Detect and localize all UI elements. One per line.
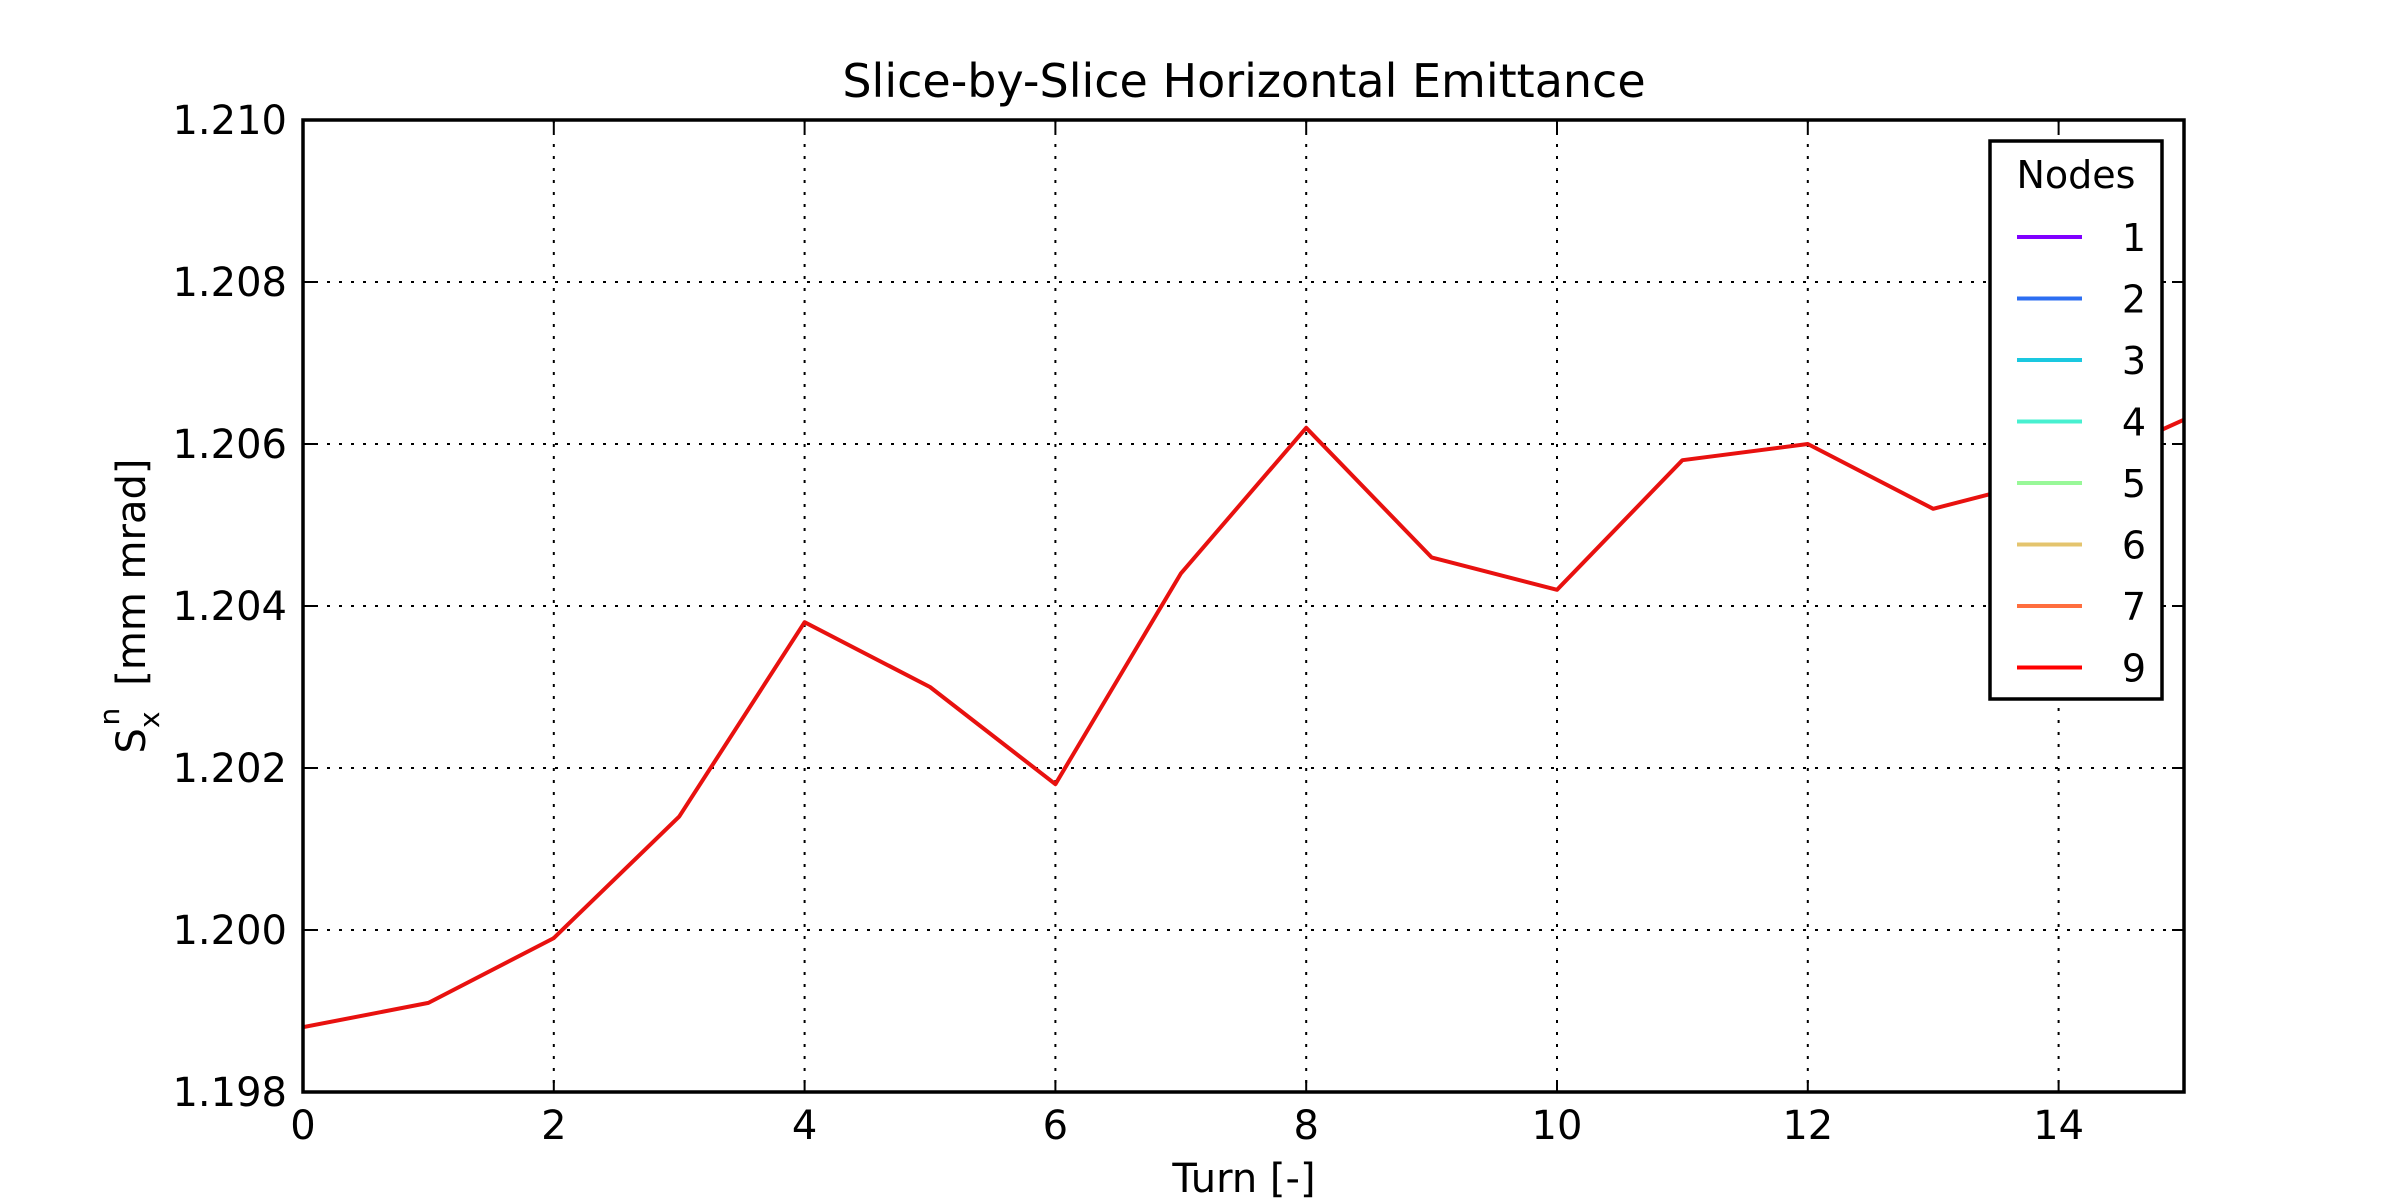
y-tick-label: 1.206 bbox=[172, 422, 287, 468]
y-tick-label: 1.200 bbox=[172, 908, 287, 954]
series-layer bbox=[303, 417, 2184, 1030]
y-tick-label: 1.204 bbox=[172, 584, 287, 630]
legend-label-node-9: 9 bbox=[2122, 647, 2146, 691]
legend-label-node-4: 4 bbox=[2122, 401, 2146, 445]
x-tick-labels: 0 2 4 6 8 10 12 14 bbox=[290, 1103, 2084, 1149]
legend-label-node-5: 5 bbox=[2122, 462, 2146, 506]
y-axis-subscript: x bbox=[133, 711, 166, 728]
y-tick-label: 1.210 bbox=[172, 98, 287, 144]
legend-title: Nodes bbox=[2017, 153, 2136, 197]
legend-label-node-1: 1 bbox=[2122, 216, 2146, 260]
x-tick-label: 12 bbox=[1782, 1103, 1833, 1149]
legend: Nodes 1 2 3 4 5 6 7 9 bbox=[1988, 139, 2164, 701]
grid-lines bbox=[303, 120, 2184, 1092]
y-tick-labels: 1.198 1.200 1.202 1.204 1.206 1.208 1.210 bbox=[172, 98, 287, 1116]
legend-label-node-3: 3 bbox=[2122, 339, 2146, 383]
y-tick-label: 1.198 bbox=[172, 1070, 287, 1116]
y-axis-symbol: S bbox=[109, 728, 155, 753]
x-tick-label: 14 bbox=[2033, 1103, 2084, 1149]
legend-entries: 1 2 3 4 5 6 7 9 bbox=[2017, 216, 2146, 691]
axis-ticks bbox=[302, 119, 2184, 1093]
y-axis-title: Sxn [mm mrad] bbox=[93, 459, 166, 754]
x-tick-label: 10 bbox=[1532, 1103, 1583, 1149]
x-tick-label: 0 bbox=[290, 1103, 315, 1149]
y-tick-label: 1.202 bbox=[172, 746, 287, 792]
x-tick-label: 8 bbox=[1293, 1103, 1318, 1149]
chart-title: Slice-by-Slice Horizontal Emittance bbox=[842, 54, 1645, 108]
y-axis-units: [mm mrad] bbox=[109, 459, 155, 686]
series-line-node-9 bbox=[303, 417, 2184, 1030]
y-axis-superscript: n bbox=[93, 708, 126, 726]
x-tick-label: 4 bbox=[792, 1103, 817, 1149]
x-axis-title: Turn [-] bbox=[1171, 1156, 1315, 1200]
legend-label-node-6: 6 bbox=[2122, 524, 2146, 568]
y-tick-label: 1.208 bbox=[172, 260, 287, 306]
legend-label-node-2: 2 bbox=[2122, 278, 2146, 322]
x-tick-label: 2 bbox=[541, 1103, 566, 1149]
legend-label-node-7: 7 bbox=[2122, 585, 2146, 629]
x-tick-label: 6 bbox=[1043, 1103, 1068, 1149]
